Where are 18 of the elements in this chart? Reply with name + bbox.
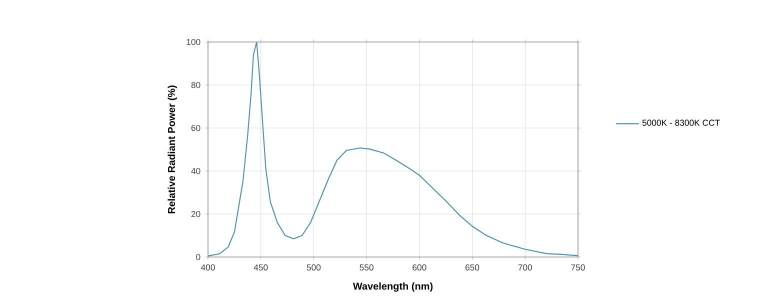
x-tick-label: 400 bbox=[200, 264, 215, 271]
y-tick-label: 40 bbox=[191, 168, 200, 174]
x-tick-label: 500 bbox=[306, 264, 321, 271]
line-series bbox=[208, 42, 578, 256]
y-tick-label: 20 bbox=[191, 210, 200, 218]
x-tick-label: 700 bbox=[518, 264, 532, 271]
y-tick-label: 80 bbox=[191, 82, 200, 88]
y-tick-label: 0 bbox=[196, 254, 200, 260]
x-tick-label: 750 bbox=[571, 264, 585, 271]
y-tick-label: 100 bbox=[186, 38, 200, 46]
y-axis-title: Relative Radiant Power (%) bbox=[168, 86, 178, 214]
x-axis-title: Wavelength (nm) bbox=[352, 282, 433, 292]
x-tick-label: 450 bbox=[254, 264, 268, 271]
legend-label: 5000K - 8300K CCT bbox=[642, 120, 720, 126]
y-tick-label: 60 bbox=[191, 124, 200, 132]
x-tick-label: 600 bbox=[412, 264, 426, 271]
x-tick-label: 550 bbox=[360, 264, 374, 271]
x-tick-label: 650 bbox=[465, 264, 480, 271]
